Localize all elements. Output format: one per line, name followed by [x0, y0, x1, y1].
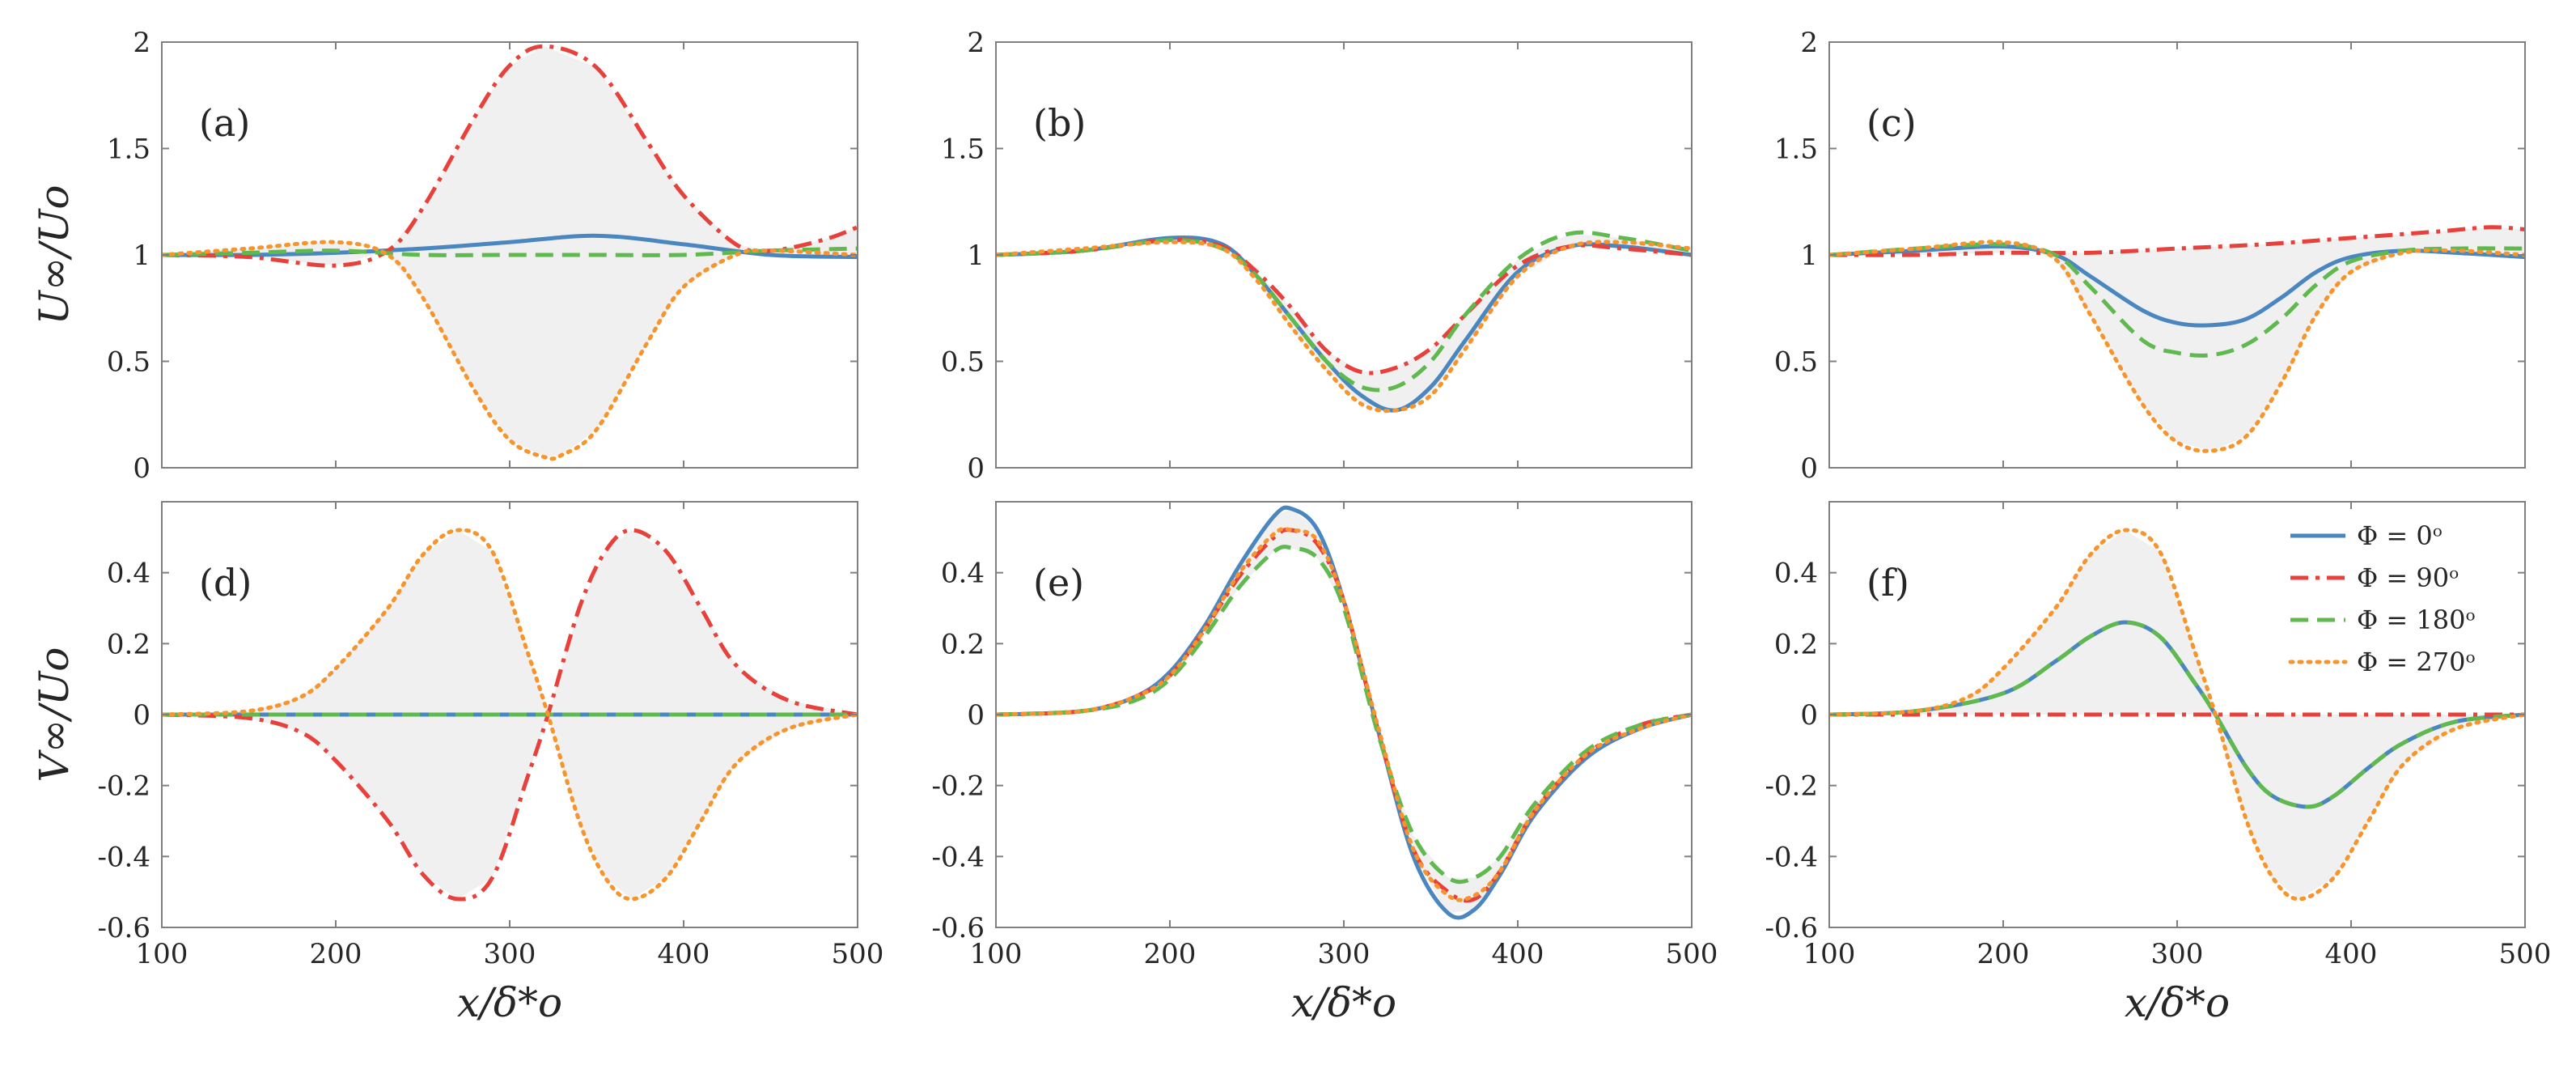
y-tick-label: 0.5: [107, 346, 150, 379]
x-tick-label: 400: [1492, 938, 1544, 970]
series-group: [996, 505, 1692, 920]
panel-e: -0.6 -0.4 -0.2 0 0.2 0.4 100 200 300 400 500 (e) x/δ…: [931, 501, 1718, 1026]
series-line-phi-180: [162, 246, 858, 257]
x-tick-label: 400: [658, 938, 710, 970]
x-axis-title: x/δ*o: [2125, 979, 2230, 1026]
series-line-phi-180: [996, 230, 1692, 392]
y-tick-label: 1.5: [941, 134, 985, 166]
y-tick-label: 0.5: [941, 346, 985, 379]
series-line-phi-90: [1829, 225, 2525, 257]
panel-d: -0.6 -0.4 -0.2 0 0.2 0.4 100 200 300 400 500 (d) x/δ…: [31, 501, 884, 1026]
series-line-phi-180: [1829, 242, 2525, 358]
y-tick-label: 0: [1800, 452, 1818, 485]
y-tick-label: 1: [1800, 240, 1818, 272]
y-tick-label: 0.2: [1774, 628, 1818, 660]
x-tick-label: 200: [1977, 938, 2030, 970]
y-axis-title: V∞/Uo: [31, 647, 78, 783]
y-tick-label: 0: [1800, 699, 1818, 732]
series-group: [162, 528, 858, 902]
x-tick-label: 100: [136, 938, 189, 970]
panel-c: 0 0.5 1 1.5 2 (c): [1774, 27, 2526, 485]
y-tick-label: 1.5: [1774, 134, 1818, 166]
legend: Φ = 0ᵒ Φ = 90ᵒ Φ = 180ᵒ Φ = 270ᵒ: [2288, 520, 2476, 677]
y-tick-label: -0.6: [931, 912, 985, 944]
y-tick-label: 0.4: [107, 558, 150, 590]
series-line-phi-270: [996, 240, 1692, 414]
y-tick-label: 1.5: [107, 134, 150, 166]
x-tick-label: 500: [2499, 938, 2552, 970]
y-tick-label: 1: [133, 240, 150, 272]
y-tick-label: 2: [133, 27, 150, 59]
series-group: [996, 230, 1692, 414]
y-tick-label: -0.4: [97, 841, 150, 873]
legend-label: Φ = 180ᵒ: [2357, 605, 2476, 635]
series-line-phi-270: [162, 528, 858, 902]
series-group: [1829, 225, 2525, 453]
series-line-phi-270: [1829, 240, 2525, 453]
series-line-phi-180: [1829, 620, 2525, 809]
legend-label: Φ = 270ᵒ: [2357, 647, 2476, 677]
y-tick-label: -0.6: [1765, 912, 1818, 944]
y-tick-label: -0.2: [931, 770, 985, 803]
y-tick-label: 0.2: [107, 628, 150, 660]
x-tick-label: 200: [1144, 938, 1197, 970]
panel-label: (a): [199, 101, 250, 145]
panel-label: (e): [1033, 561, 1084, 605]
x-tick-label: 300: [484, 938, 536, 970]
envelope-shade: [162, 46, 858, 457]
y-tick-label: 1: [967, 240, 985, 272]
y-tick-label: 0: [967, 699, 985, 732]
panel-label: (f): [1866, 561, 1909, 605]
x-tick-label: 300: [1318, 938, 1371, 970]
series-group: [162, 44, 858, 461]
y-tick-label: 0: [133, 452, 150, 485]
legend-label: Φ = 0ᵒ: [2357, 520, 2443, 551]
x-tick-label: 500: [832, 938, 884, 970]
plot-area: [996, 42, 1692, 468]
envelope-shade: [1829, 530, 2525, 899]
x-axis-title: x/δ*o: [1291, 979, 1396, 1026]
y-tick-label: 0: [133, 699, 150, 732]
plot-area: [996, 502, 1692, 927]
y-tick-label: 0.4: [1774, 558, 1818, 590]
y-tick-label: 2: [967, 27, 985, 59]
y-tick-label: 0: [967, 452, 985, 485]
panel-label: (c): [1866, 101, 1917, 145]
y-tick-label: -0.4: [931, 841, 985, 873]
panel-label: (d): [199, 561, 252, 605]
panel-label: (b): [1033, 101, 1086, 145]
x-tick-label: 500: [1666, 938, 1718, 970]
x-tick-label: 200: [310, 938, 362, 970]
y-tick-label: 0.2: [941, 628, 985, 660]
series-line-phi-180: [996, 545, 1692, 885]
x-tick-label: 400: [2325, 938, 2378, 970]
y-tick-label: 0.5: [1774, 346, 1818, 379]
series-line-phi-0: [1829, 244, 2525, 328]
panel-a: 0 0.5 1 1.5 2 (a) U∞/Uo: [31, 27, 858, 485]
envelope-shade: [1829, 227, 2525, 451]
y-tick-label: -0.2: [1765, 770, 1818, 803]
x-tick-label: 100: [1803, 938, 1856, 970]
panel-f: -0.6 -0.4 -0.2 0 0.2 0.4 100 200 300 400 500 (f) x/δ…: [1765, 501, 2552, 1026]
series-line-phi-270: [1829, 528, 2525, 902]
x-axis-title: x/δ*o: [457, 979, 562, 1026]
series-line-phi-270: [996, 526, 1692, 902]
y-tick-label: 2: [1800, 27, 1818, 59]
series-line-phi-90: [162, 528, 858, 902]
y-tick-label: 0.4: [941, 558, 985, 590]
x-tick-label: 300: [2151, 938, 2204, 970]
x-tick-label: 100: [970, 938, 1023, 970]
panel-b: 0 0.5 1 1.5 2 (b): [941, 27, 1693, 485]
y-axis-title: U∞/Uo: [31, 185, 78, 325]
y-tick-label: -0.4: [1765, 841, 1818, 873]
legend-label: Φ = 90ᵒ: [2357, 562, 2459, 593]
series-group: [1829, 528, 2525, 902]
y-tick-label: -0.2: [97, 770, 150, 803]
y-tick-label: -0.6: [97, 912, 150, 944]
